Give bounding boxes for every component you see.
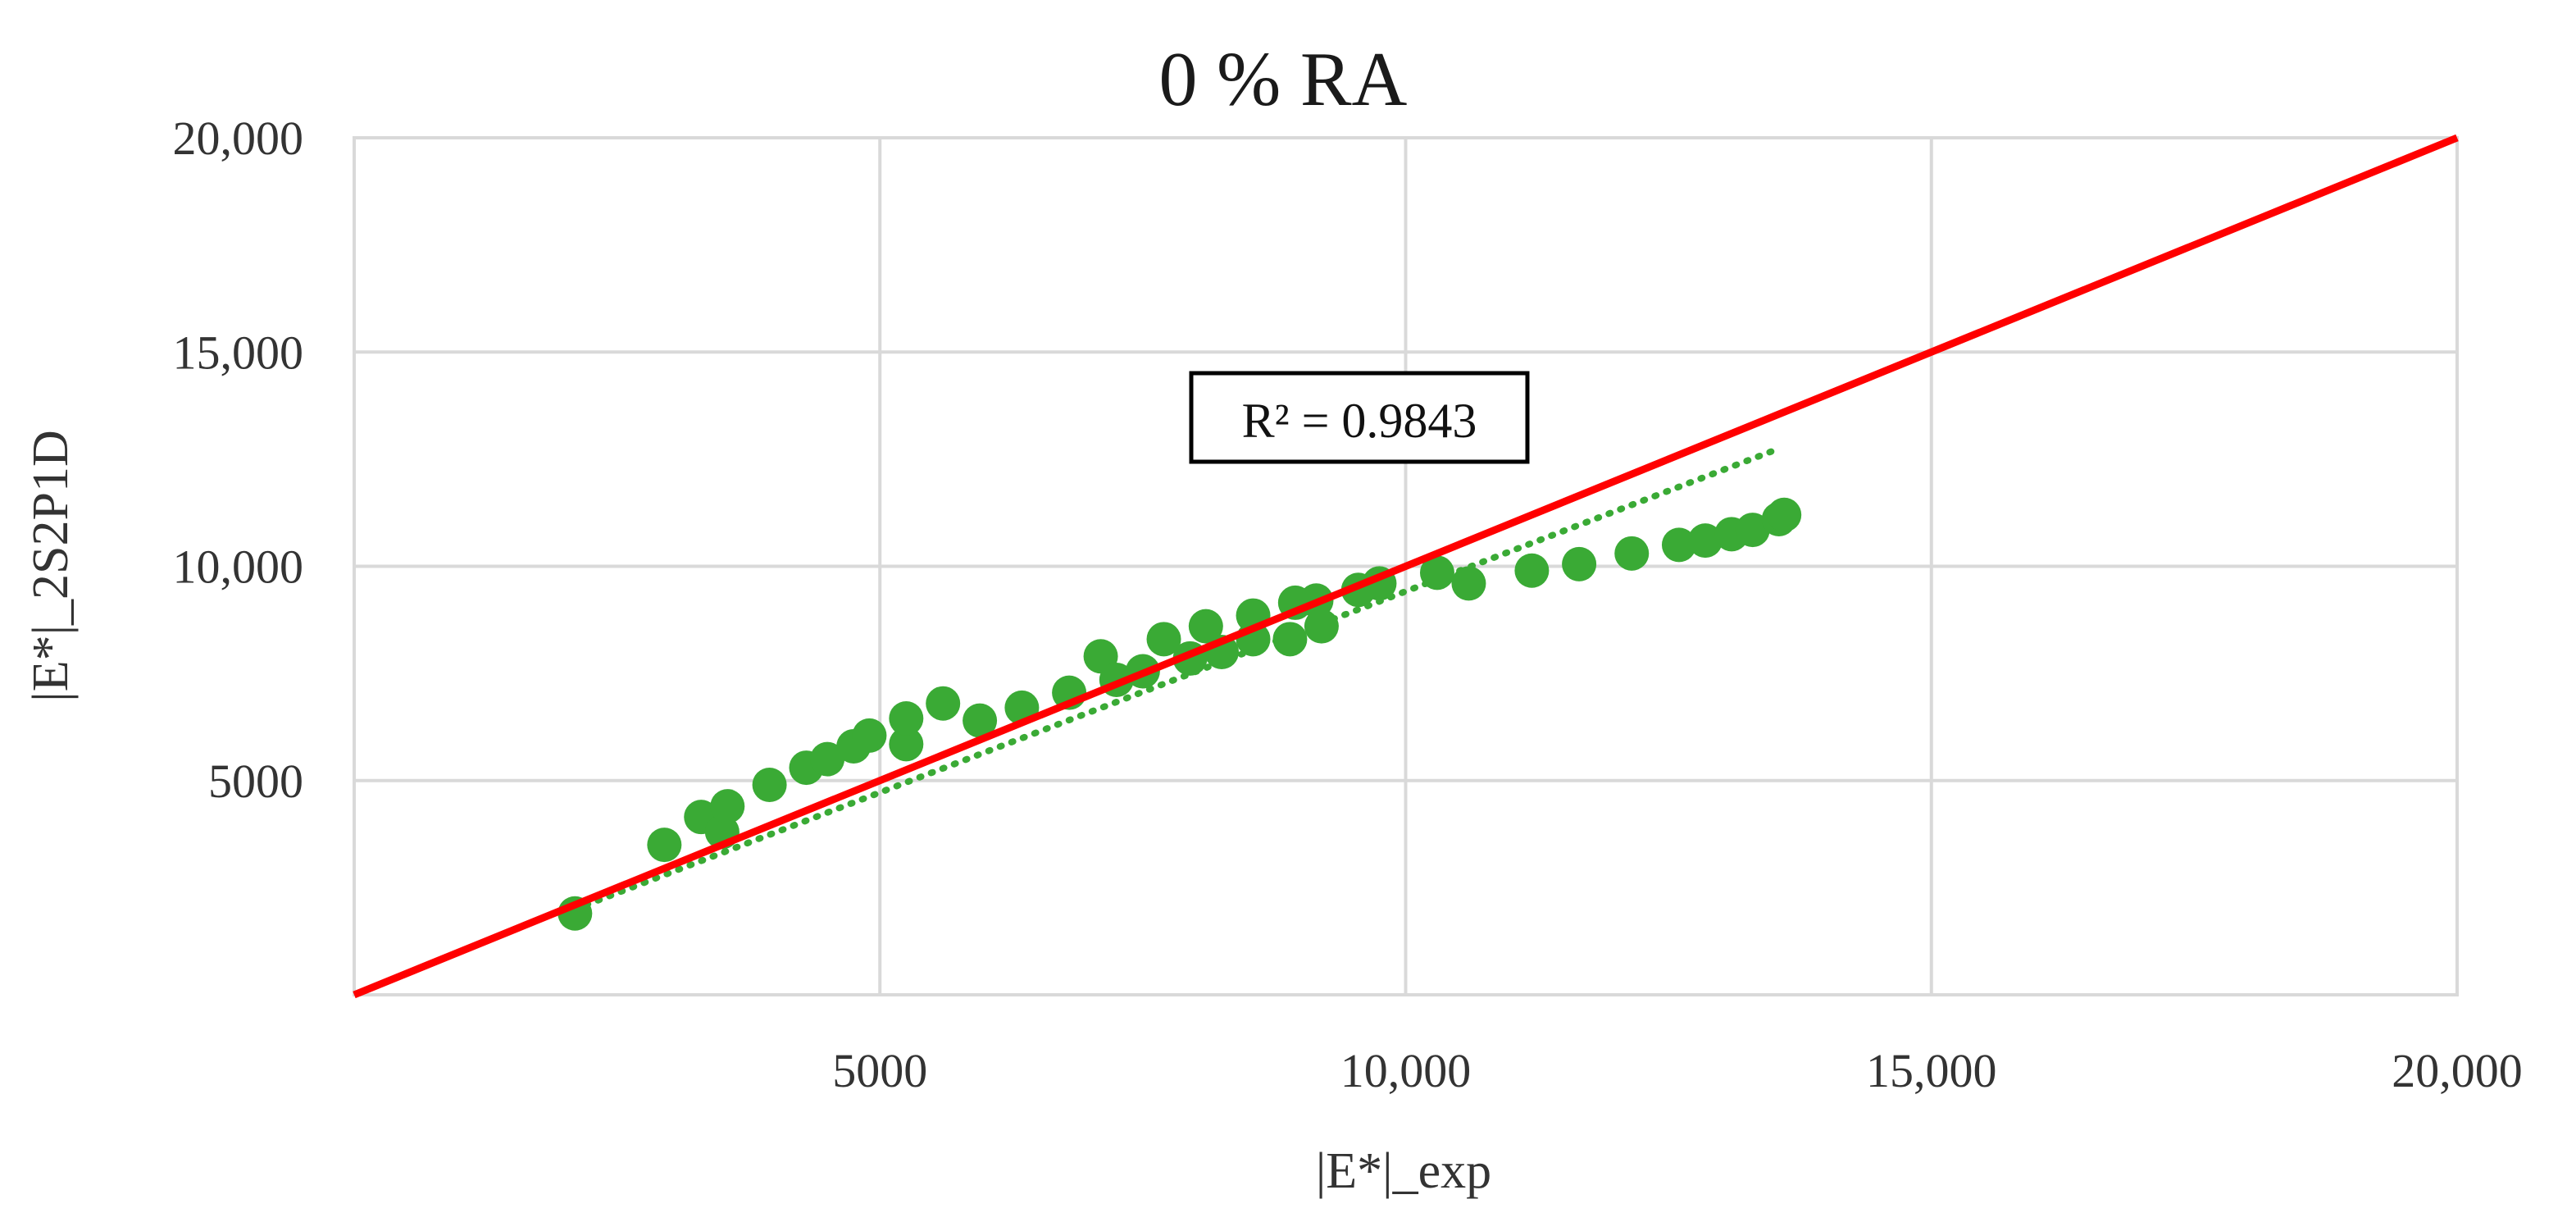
data-point	[1614, 536, 1650, 571]
y-tick-label: 20,000	[173, 112, 304, 165]
y-axis-label: |E*|_2S2P1D	[23, 430, 79, 701]
tick-labels: 5000 10,000 15,000 20,000 5000 10,000 15,000 20…	[173, 112, 2523, 1097]
data-point	[963, 703, 998, 738]
x-tick-label: 5000	[832, 1044, 927, 1097]
x-tick-label: 15,000	[1866, 1044, 1997, 1097]
data-point	[1451, 566, 1486, 601]
data-point	[1767, 497, 1802, 532]
y-tick-label: 5000	[208, 755, 303, 808]
data-point	[852, 718, 887, 753]
data-point	[1514, 553, 1550, 588]
trendline	[571, 447, 1777, 913]
data-point	[1272, 622, 1308, 657]
data-point	[1188, 609, 1223, 644]
data-point	[1146, 622, 1181, 657]
data-point	[889, 700, 924, 736]
x-tick-label: 10,000	[1340, 1044, 1472, 1097]
equality-line	[353, 134, 2459, 999]
data-point	[1735, 513, 1770, 548]
data-point	[1304, 609, 1339, 644]
y-tick-label: 15,000	[173, 326, 304, 379]
data-point	[752, 767, 787, 802]
data-point	[1419, 555, 1454, 590]
x-axis-label: |E*|_exp	[1316, 1143, 1491, 1199]
r2-label: R² = 0.9843	[1242, 394, 1477, 448]
r2-annotation: R² = 0.9843	[1189, 371, 1530, 464]
equality-line-layer	[353, 134, 2459, 999]
y-tick-label: 10,000	[173, 540, 304, 594]
chart-title: 0 % RA	[1159, 37, 1408, 122]
data-point	[1661, 527, 1696, 563]
data-point	[710, 789, 745, 824]
trendline-layer	[571, 447, 1777, 913]
data-point	[1562, 546, 1597, 581]
data-point	[926, 686, 961, 721]
data-point	[889, 727, 924, 762]
data-point	[647, 828, 682, 863]
x-tick-label: 20,000	[2392, 1044, 2523, 1097]
r2-box	[1189, 371, 1530, 464]
data-point	[1688, 523, 1723, 559]
data-point	[810, 741, 845, 777]
